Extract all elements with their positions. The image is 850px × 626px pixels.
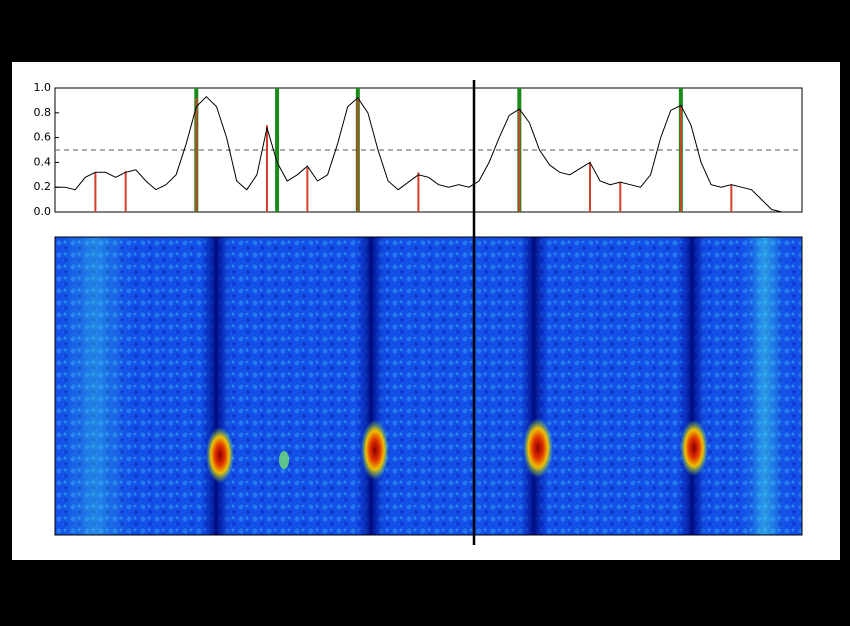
y-tick-label: 0.4 (34, 155, 52, 168)
y-tick-label: 0.2 (34, 180, 52, 193)
y-tick-label: 0.8 (34, 106, 52, 119)
y-tick-label: 0.0 (34, 205, 52, 218)
onset-curve (55, 95, 782, 213)
y-tick-label: 1.0 (34, 81, 52, 94)
y-tick-label: 0.6 (34, 131, 52, 144)
spectrogram (54, 236, 803, 536)
